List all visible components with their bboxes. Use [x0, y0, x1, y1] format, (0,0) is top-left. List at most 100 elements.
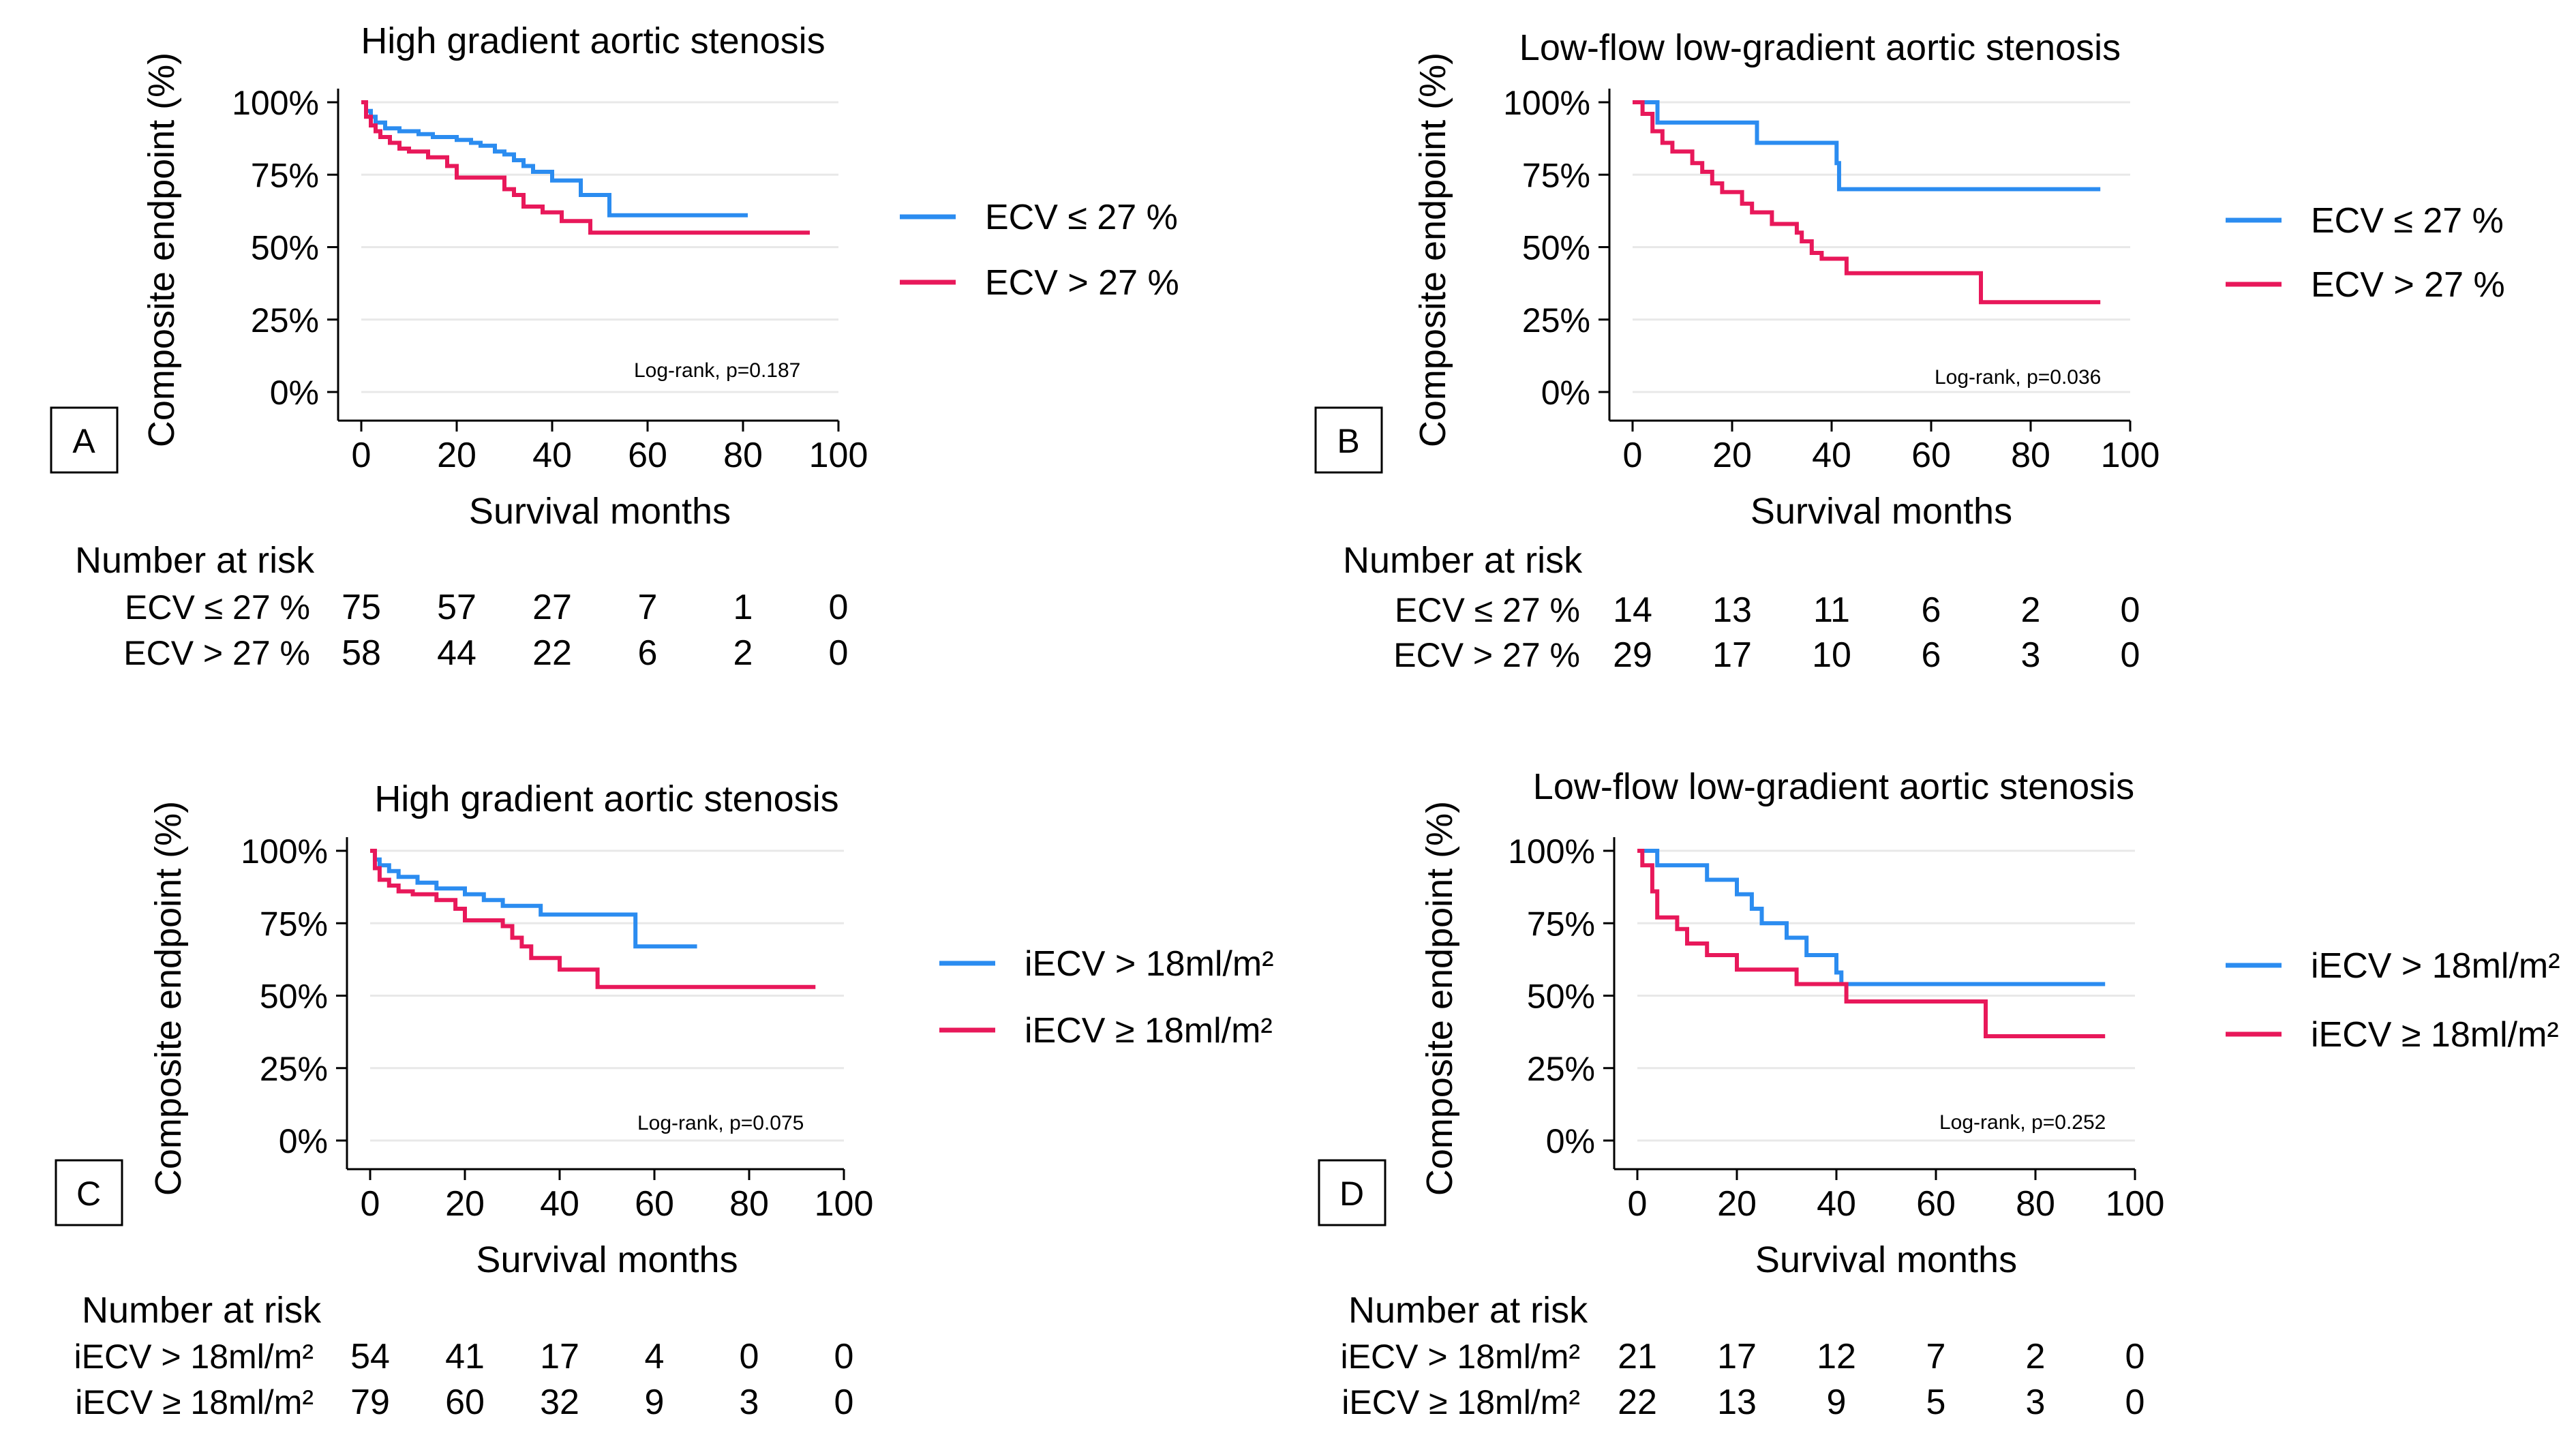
legend-entry: iECV ≥ 18ml/m² — [1025, 1011, 1273, 1051]
risk-value: 0 — [2121, 635, 2140, 675]
risk-value: 17 — [1712, 635, 1752, 675]
y-tick-label: 75% — [251, 156, 319, 194]
y-tick-label: 25% — [260, 1050, 328, 1088]
risk-value: 0 — [2121, 590, 2140, 630]
risk-value: 60 — [445, 1383, 485, 1422]
x-tick-label: 20 — [1712, 436, 1752, 475]
y-tick-label: 100% — [232, 84, 319, 122]
x-tick-label: 60 — [1911, 436, 1951, 475]
risk-row-label: ECV ≤ 27 % — [1395, 591, 1580, 629]
x-axis-label: Survival months — [469, 491, 731, 532]
chart-title: Low-flow low-gradient aortic stenosis — [1519, 27, 2121, 68]
risk-value: 3 — [2021, 635, 2041, 675]
y-axis-label: Composite endpoint (%) — [141, 52, 182, 447]
risk-table-title: Number at risk — [1343, 540, 1583, 581]
x-tick-label: 100 — [2106, 1184, 2165, 1224]
y-axis-label: Composite endpoint (%) — [1419, 801, 1460, 1196]
x-axis-label: Survival months — [1751, 491, 2012, 532]
risk-row-label: ECV > 27 % — [123, 634, 310, 672]
risk-value: 22 — [1618, 1383, 1657, 1422]
y-tick-label: 0% — [270, 374, 319, 412]
x-tick-label: 0 — [361, 1184, 380, 1224]
series-line-group1 — [370, 849, 697, 949]
x-tick-label: 60 — [628, 436, 667, 475]
series-line-group2 — [1637, 849, 2106, 1038]
risk-value: 0 — [829, 588, 849, 627]
risk-value: 22 — [532, 633, 572, 673]
risk-value: 79 — [350, 1383, 390, 1422]
x-tick-label: 100 — [815, 1184, 874, 1224]
x-tick-label: 20 — [1717, 1184, 1757, 1224]
risk-value: 54 — [350, 1337, 390, 1376]
risk-value: 13 — [1712, 590, 1752, 630]
series-line-group2 — [361, 100, 810, 235]
risk-value: 6 — [1922, 590, 1941, 630]
risk-value: 3 — [740, 1383, 759, 1422]
y-tick-label: 100% — [1508, 832, 1595, 871]
legend-entry: ECV > 27 % — [985, 263, 1179, 303]
series-line-group2 — [1633, 100, 2101, 305]
risk-value: 29 — [1613, 635, 1652, 675]
risk-row-label: iECV > 18ml/m² — [74, 1338, 314, 1376]
x-tick-label: 80 — [729, 1184, 769, 1224]
risk-value: 0 — [829, 633, 849, 673]
y-tick-label: 75% — [1527, 905, 1595, 943]
risk-value: 21 — [1618, 1337, 1657, 1376]
risk-row-label: ECV ≤ 27 % — [125, 588, 310, 627]
x-tick-label: 20 — [437, 436, 476, 475]
risk-value: 0 — [2125, 1383, 2145, 1422]
risk-value: 14 — [1613, 590, 1652, 630]
legend-entry: ECV ≤ 27 % — [2311, 201, 2504, 241]
y-tick-label: 50% — [251, 229, 319, 267]
series-line-group1 — [361, 100, 748, 217]
panel-letter: C — [76, 1175, 101, 1213]
risk-value: 12 — [1817, 1337, 1856, 1376]
risk-value: 0 — [2125, 1337, 2145, 1376]
x-tick-label: 0 — [352, 436, 372, 475]
risk-value: 13 — [1717, 1383, 1757, 1422]
risk-value: 10 — [1812, 635, 1851, 675]
risk-value: 7 — [1926, 1337, 1946, 1376]
risk-value: 5 — [1926, 1383, 1946, 1422]
series-line-group1 — [1637, 849, 2106, 986]
risk-table-title: Number at risk — [75, 540, 315, 581]
legend-entry: iECV ≥ 18ml/m² — [2311, 1015, 2559, 1055]
legend-entry: ECV ≤ 27 % — [985, 198, 1178, 237]
x-tick-label: 40 — [540, 1184, 579, 1224]
y-tick-label: 25% — [1522, 301, 1590, 340]
risk-value: 57 — [437, 588, 476, 627]
x-tick-label: 80 — [2011, 436, 2050, 475]
risk-value: 0 — [740, 1337, 759, 1376]
risk-value: 17 — [540, 1337, 579, 1376]
x-tick-label: 0 — [1628, 1184, 1648, 1224]
y-tick-label: 50% — [260, 978, 328, 1016]
risk-value: 11 — [1813, 590, 1850, 630]
x-tick-label: 60 — [1916, 1184, 1956, 1224]
risk-value: 9 — [645, 1383, 665, 1422]
risk-value: 41 — [445, 1337, 485, 1376]
y-tick-label: 100% — [1503, 84, 1590, 122]
chart-title: Low-flow low-gradient aortic stenosis — [1533, 766, 2134, 807]
panel-letter: D — [1339, 1175, 1364, 1213]
legend-entry: iECV > 18ml/m² — [2311, 946, 2560, 986]
risk-value: 1 — [733, 588, 753, 627]
x-tick-label: 100 — [809, 436, 868, 475]
logrank-annotation: Log-rank, p=0.187 — [634, 359, 800, 382]
y-tick-label: 75% — [260, 905, 328, 943]
risk-row-label: iECV ≥ 18ml/m² — [1342, 1383, 1580, 1421]
risk-row-label: ECV > 27 % — [1393, 636, 1580, 674]
y-tick-label: 0% — [1541, 374, 1590, 412]
risk-value: 9 — [1827, 1383, 1847, 1422]
x-tick-label: 40 — [532, 436, 572, 475]
y-tick-label: 100% — [241, 832, 328, 871]
risk-value: 6 — [638, 633, 658, 673]
x-tick-label: 20 — [445, 1184, 485, 1224]
risk-value: 27 — [532, 588, 572, 627]
risk-value: 4 — [645, 1337, 665, 1376]
y-tick-label: 75% — [1522, 156, 1590, 194]
logrank-annotation: Log-rank, p=0.036 — [1935, 366, 2101, 389]
y-tick-label: 25% — [251, 301, 319, 340]
